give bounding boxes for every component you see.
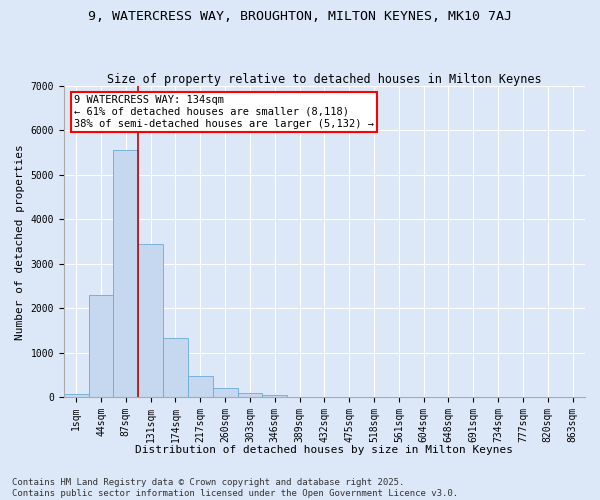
Bar	[64, 394, 89, 397]
Title: Size of property relative to detached houses in Milton Keynes: Size of property relative to detached ho…	[107, 73, 542, 86]
Bar	[262, 395, 287, 397]
Bar	[163, 338, 188, 397]
Bar	[113, 150, 138, 397]
Bar	[138, 244, 163, 397]
Text: 9 WATERCRESS WAY: 134sqm
← 61% of detached houses are smaller (8,118)
38% of sem: 9 WATERCRESS WAY: 134sqm ← 61% of detach…	[74, 96, 374, 128]
Bar	[212, 388, 238, 397]
Bar	[238, 393, 262, 397]
Y-axis label: Number of detached properties: Number of detached properties	[15, 144, 25, 340]
Text: Contains HM Land Registry data © Crown copyright and database right 2025.
Contai: Contains HM Land Registry data © Crown c…	[12, 478, 458, 498]
X-axis label: Distribution of detached houses by size in Milton Keynes: Distribution of detached houses by size …	[136, 445, 514, 455]
Text: 9, WATERCRESS WAY, BROUGHTON, MILTON KEYNES, MK10 7AJ: 9, WATERCRESS WAY, BROUGHTON, MILTON KEY…	[88, 10, 512, 23]
Bar	[89, 295, 113, 397]
Bar	[188, 376, 212, 397]
